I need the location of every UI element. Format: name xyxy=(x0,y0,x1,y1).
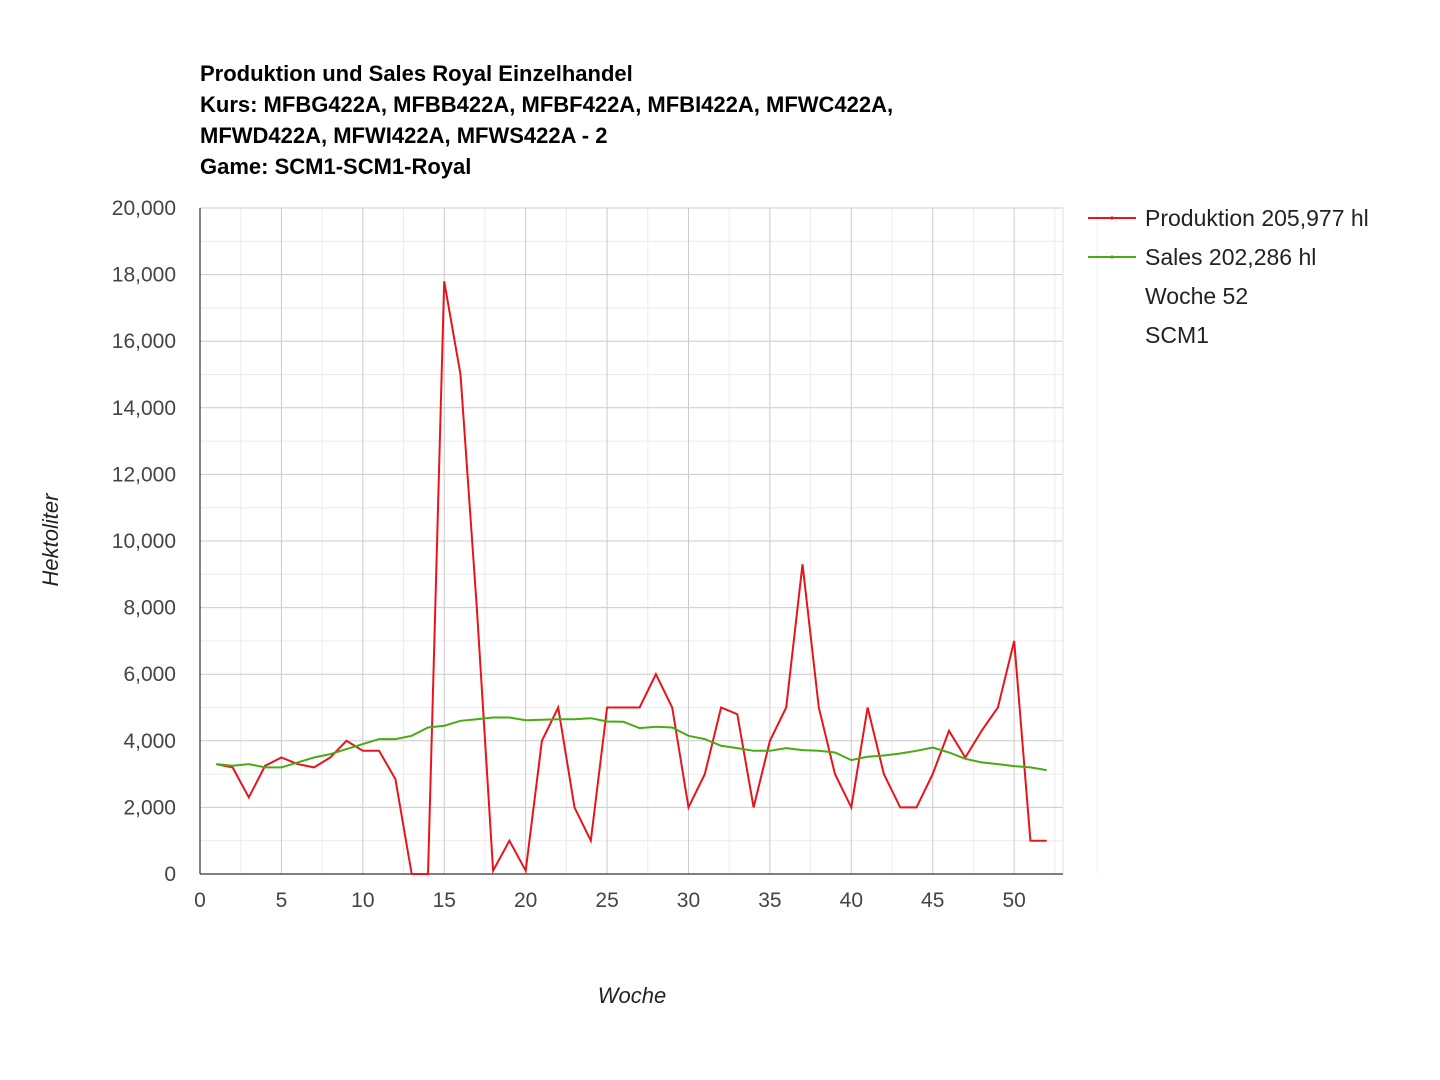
legend-marker xyxy=(1110,255,1114,259)
title-line-2: Kurs: MFBG422A, MFBB422A, MFBF422A, MFBI… xyxy=(200,92,894,117)
title-line-4: Game: SCM1-SCM1-Royal xyxy=(200,154,472,179)
legend-label: Produktion 205,977 hl xyxy=(1145,205,1369,231)
x-axis-ticks: 0 5 10 15 20 25 30 35 40 45 50 xyxy=(194,889,1026,912)
y-tick-label: 4,000 xyxy=(123,730,176,753)
y-tick-label: 10,000 xyxy=(112,530,176,553)
y-tick-label: 14,000 xyxy=(112,397,176,420)
x-tick-label: 40 xyxy=(840,889,863,912)
legend: Produktion 205,977 hl Sales 202,286 hl Woc… xyxy=(1088,205,1369,348)
legend-info: Woche 52 xyxy=(1145,283,1248,309)
y-tick-label: 20,000 xyxy=(112,197,176,220)
chart-title: Produktion und Sales Royal Einzelhandel … xyxy=(200,58,893,182)
y-tick-label: 0 xyxy=(164,863,176,886)
x-tick-label: 20 xyxy=(514,889,537,912)
x-tick-label: 35 xyxy=(758,889,781,912)
grid-lines xyxy=(200,207,1098,874)
x-tick-label: 30 xyxy=(677,889,700,912)
x-tick-label: 25 xyxy=(595,889,618,912)
y-tick-label: 6,000 xyxy=(123,663,176,686)
x-tick-label: 5 xyxy=(276,889,288,912)
y-tick-label: 2,000 xyxy=(123,796,176,819)
legend-label: Sales 202,286 hl xyxy=(1145,244,1316,270)
x-axis-title: Woche xyxy=(598,983,666,1008)
axes xyxy=(199,208,1063,875)
y-tick-label: 8,000 xyxy=(123,597,176,620)
y-axis-ticks: 0 2,000 4,000 6,000 8,000 10,000 12,000 14,000 1… xyxy=(112,197,176,886)
x-tick-label: 50 xyxy=(1002,889,1025,912)
series-lines xyxy=(216,281,1047,875)
series-line-produktion xyxy=(216,281,1047,875)
y-tick-label: 12,000 xyxy=(112,463,176,486)
legend-info: SCM1 xyxy=(1145,322,1209,348)
x-tick-label: 10 xyxy=(351,889,374,912)
y-tick-label: 18,000 xyxy=(112,264,176,287)
title-line-1: Produktion und Sales Royal Einzelhandel xyxy=(200,61,633,86)
legend-marker xyxy=(1110,216,1114,220)
series-line-sales xyxy=(216,716,1047,772)
x-tick-label: 0 xyxy=(194,889,206,912)
x-tick-label: 45 xyxy=(921,889,944,912)
y-tick-label: 16,000 xyxy=(112,330,176,353)
title-line-3: MFWD422A, MFWI422A, MFWS422A - 2 xyxy=(200,123,608,148)
x-tick-label: 15 xyxy=(433,889,456,912)
y-axis-title: Hektoliter xyxy=(38,492,63,587)
